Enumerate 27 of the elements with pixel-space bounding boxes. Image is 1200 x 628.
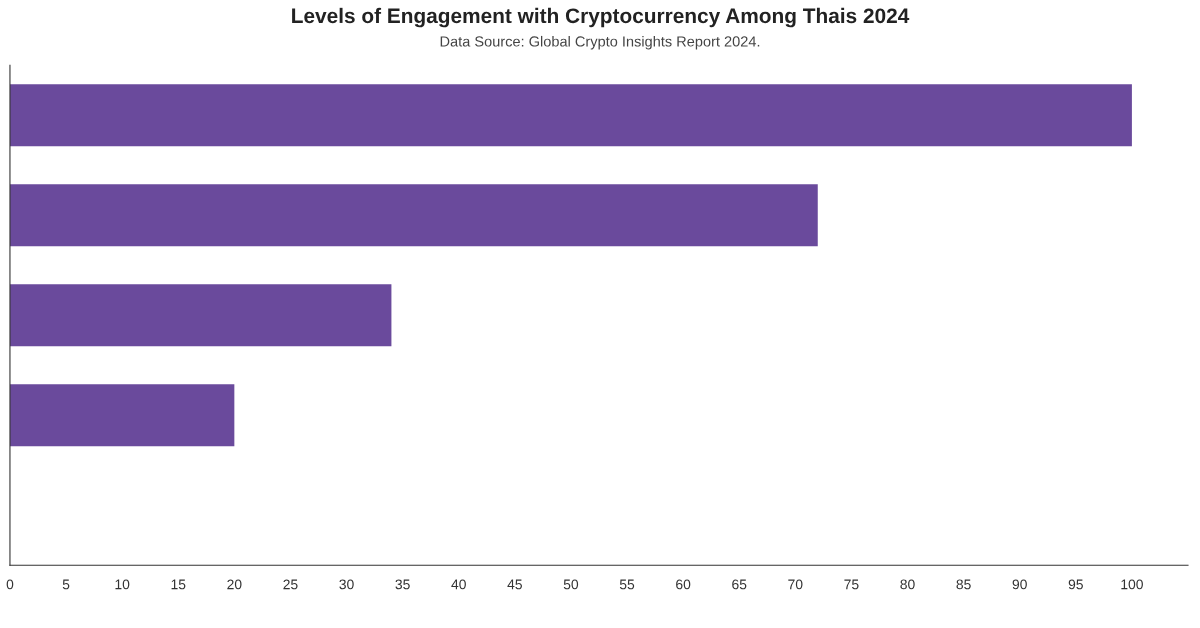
x-tick-label: 70 bbox=[788, 579, 803, 590]
x-tick-label: 75 bbox=[844, 579, 859, 590]
x-tick-label: 20 bbox=[227, 579, 242, 590]
bar bbox=[9, 384, 235, 447]
bar bbox=[9, 284, 392, 347]
x-tick-label: 40 bbox=[451, 579, 466, 590]
bar bbox=[9, 84, 1132, 147]
x-tick-label: 60 bbox=[676, 579, 691, 590]
x-tick-label: 45 bbox=[507, 579, 522, 590]
x-tick-label: 85 bbox=[956, 579, 971, 590]
x-tick-label: 65 bbox=[732, 579, 747, 590]
chart-subtitle: Data Source: Global Crypto Insights Report 2024. bbox=[440, 35, 760, 50]
x-tick-label: 100 bbox=[1121, 579, 1143, 590]
x-tick-label: 30 bbox=[339, 579, 354, 590]
x-tick-label: 80 bbox=[900, 579, 915, 590]
bar bbox=[9, 184, 818, 247]
x-tick-label: 95 bbox=[1068, 579, 1083, 590]
x-tick-label: 0 bbox=[6, 579, 14, 590]
x-tick-label: 5 bbox=[62, 579, 70, 590]
x-tick-label: 10 bbox=[115, 579, 130, 590]
chart-title: Levels of Engagement with Cryptocurrency Among Thais 2024 bbox=[292, 7, 910, 28]
x-tick-label: 25 bbox=[283, 579, 298, 590]
x-tick-label: 35 bbox=[395, 579, 410, 590]
x-tick-label: 50 bbox=[563, 579, 579, 590]
x-tick-label: 55 bbox=[619, 579, 635, 590]
x-tick-label: 90 bbox=[1012, 579, 1027, 590]
x-tick-label: 15 bbox=[171, 579, 186, 590]
